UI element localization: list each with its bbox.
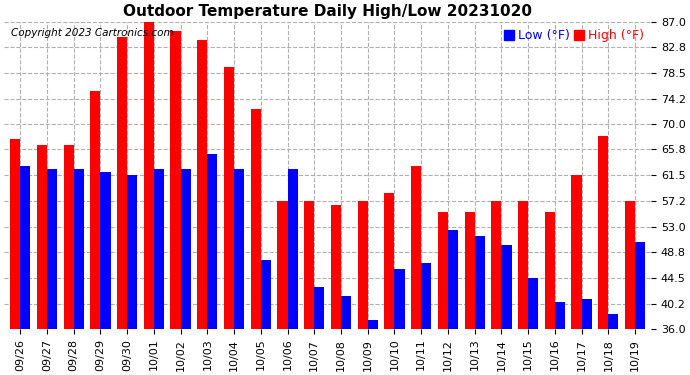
Bar	[625, 201, 635, 329]
Bar	[250, 109, 261, 329]
Bar	[74, 170, 83, 329]
Bar	[154, 170, 164, 329]
Bar	[635, 242, 645, 329]
Bar	[224, 67, 234, 329]
Bar	[127, 176, 137, 329]
Bar	[234, 170, 244, 329]
Title: Outdoor Temperature Daily High/Low 20231020: Outdoor Temperature Daily High/Low 20231…	[123, 4, 532, 19]
Bar	[448, 230, 458, 329]
Bar	[47, 170, 57, 329]
Bar	[90, 91, 101, 329]
Bar	[181, 170, 190, 329]
Bar	[555, 302, 565, 329]
Bar	[20, 166, 30, 329]
Bar	[304, 201, 314, 329]
Bar	[609, 314, 618, 329]
Bar	[464, 211, 475, 329]
Bar	[207, 154, 217, 329]
Bar	[411, 166, 421, 329]
Bar	[37, 145, 47, 329]
Bar	[437, 211, 448, 329]
Text: Copyright 2023 Cartronics.com: Copyright 2023 Cartronics.com	[10, 28, 173, 38]
Bar	[598, 136, 609, 329]
Bar	[10, 139, 20, 329]
Bar	[475, 236, 485, 329]
Bar	[144, 22, 154, 329]
Bar	[528, 278, 538, 329]
Bar	[117, 37, 127, 329]
Bar	[197, 40, 207, 329]
Bar	[582, 299, 592, 329]
Bar	[395, 269, 404, 329]
Bar	[341, 296, 351, 329]
Bar	[63, 145, 74, 329]
Bar	[571, 176, 582, 329]
Bar	[421, 263, 431, 329]
Legend: Low (°F), High (°F): Low (°F), High (°F)	[503, 28, 645, 44]
Bar	[277, 201, 288, 329]
Bar	[261, 260, 271, 329]
Bar	[544, 211, 555, 329]
Bar	[314, 287, 324, 329]
Bar	[384, 194, 395, 329]
Bar	[331, 206, 341, 329]
Bar	[368, 320, 378, 329]
Bar	[357, 201, 368, 329]
Bar	[518, 201, 528, 329]
Bar	[502, 244, 511, 329]
Bar	[288, 170, 297, 329]
Bar	[491, 201, 502, 329]
Bar	[170, 31, 181, 329]
Bar	[101, 172, 110, 329]
